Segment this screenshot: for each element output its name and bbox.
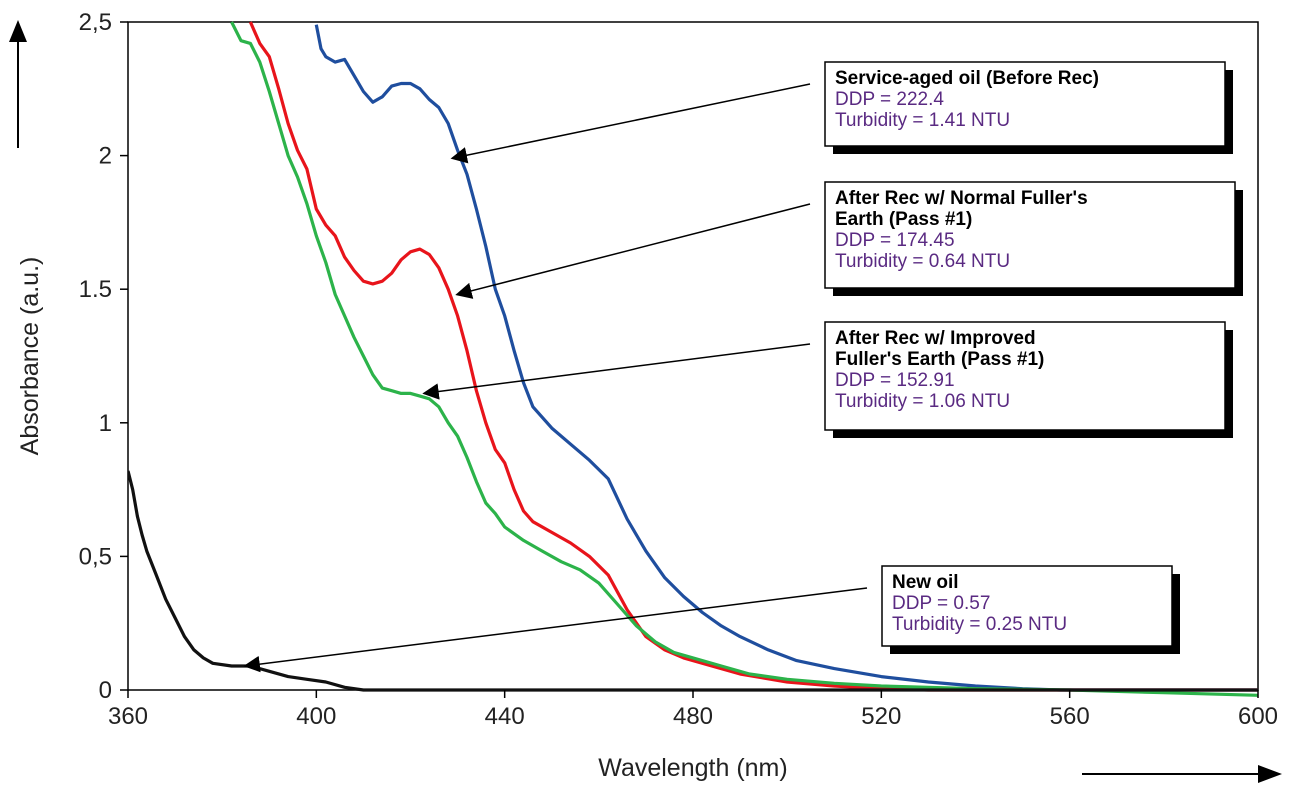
y-tick-label: 0,5: [79, 543, 112, 570]
callout-box: [824, 181, 1236, 289]
callout-detail: Turbidity = 1.41 NTU: [835, 110, 1010, 131]
x-tick-label: 400: [296, 703, 336, 730]
callout-arrow: [422, 343, 811, 400]
callout-heading: Fuller's Earth (Pass #1): [835, 349, 1044, 370]
y-tick-label: 2: [99, 143, 112, 170]
x-direction-arrow-icon: [1082, 765, 1282, 783]
callout-detail: Turbidity = 0.64 NTU: [835, 251, 1010, 272]
series-line-1: [314, 24, 1258, 692]
callout-detail: DDP = 152.91: [835, 370, 955, 391]
x-tick-label: 560: [1050, 703, 1090, 730]
callout-heading: New oil: [892, 572, 959, 593]
x-tick-label: 600: [1238, 703, 1278, 730]
callout-box: [881, 565, 1173, 647]
x-tick-label: 520: [861, 703, 901, 730]
series-line-4: [128, 470, 1258, 692]
callout-arrow: [243, 587, 868, 673]
callout-box: [824, 321, 1226, 431]
y-axis-title: Absorbance (a.u.): [16, 257, 44, 456]
x-tick-label: 440: [485, 703, 525, 730]
callout-detail: Turbidity = 1.06 NTU: [835, 391, 1010, 412]
x-tick-label: 360: [108, 703, 148, 730]
ticks-layer: 360 400 440 480 520 560 600 0 0,5 1 1.5 2 2,5: [79, 9, 1278, 730]
callout-heading: Service-aged oil (Before Rec): [835, 68, 1099, 89]
y-direction-arrow-icon: [9, 20, 27, 148]
callout-box: [824, 61, 1226, 147]
callout-detail: DDP = 222.4: [835, 89, 944, 110]
x-tick-label: 480: [673, 703, 713, 730]
y-tick-label: 1.5: [79, 276, 112, 303]
x-axis-title: Wavelength (nm): [598, 754, 787, 782]
series-line-3: [230, 21, 1258, 697]
callout-detail: DDP = 174.45: [835, 230, 955, 251]
callout-heading: Earth (Pass #1): [835, 209, 972, 230]
series-layer: [128, 21, 1258, 697]
annotation-layer: Service-aged oil (Before Rec)DDP = 222.4…: [243, 61, 1243, 673]
y-tick-label: 0: [99, 677, 112, 704]
callout-heading: After Rec w/ Improved: [835, 328, 1036, 349]
y-tick-label: 1: [99, 410, 112, 437]
callout-heading: After Rec w/ Normal Fuller's: [835, 188, 1088, 209]
callout-detail: DDP = 0.57: [892, 593, 990, 614]
callout-arrow: [450, 83, 811, 164]
callout-arrow: [455, 203, 811, 299]
y-tick-label: 2,5: [79, 9, 112, 36]
callout-detail: Turbidity = 0.25 NTU: [892, 614, 1067, 635]
annotation-callout-1: Service-aged oil (Before Rec)DDP = 222.4…: [450, 61, 1233, 164]
